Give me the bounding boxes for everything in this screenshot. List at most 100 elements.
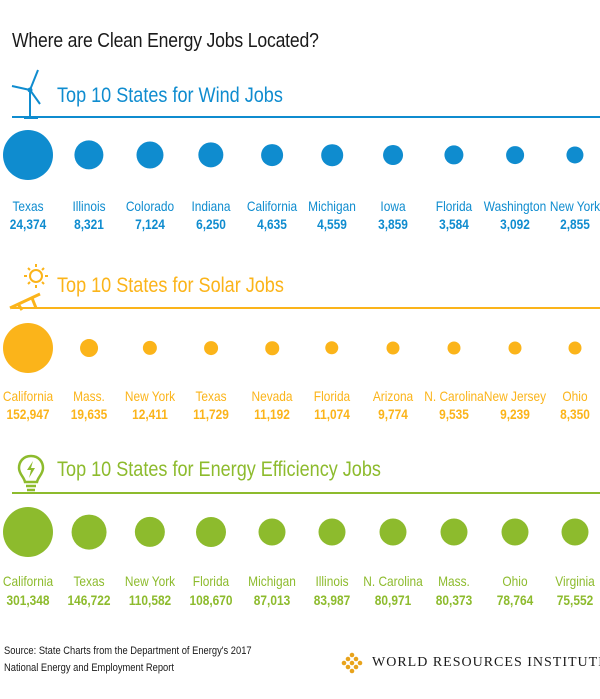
solar-bubble bbox=[80, 339, 98, 357]
efficiency-value-label: 80,373 bbox=[435, 592, 473, 608]
wind-bubble bbox=[198, 142, 224, 168]
efficiency-state-label: Illinois bbox=[315, 573, 349, 589]
solar-panel-icon bbox=[9, 264, 48, 311]
solar-bubble bbox=[325, 341, 339, 355]
efficiency-bubble bbox=[195, 516, 227, 548]
efficiency-value-label: 83,987 bbox=[313, 592, 351, 608]
efficiency-value-label: 87,013 bbox=[253, 592, 291, 608]
solar-value-label: 152,947 bbox=[6, 406, 50, 422]
solar-bubble bbox=[204, 341, 218, 355]
efficiency-value-label: 78,764 bbox=[496, 592, 534, 608]
wind-jobs-section: Top 10 States for Wind Jobs bbox=[0, 0, 600, 240]
solar-state-label: N. Carolina bbox=[424, 388, 484, 404]
wind-value-label: 8,321 bbox=[74, 216, 104, 232]
wind-bubble bbox=[383, 145, 403, 165]
efficiency-value-label: 146,722 bbox=[67, 592, 111, 608]
efficiency-value-label: 75,552 bbox=[556, 592, 594, 608]
efficiency-bubble bbox=[71, 514, 107, 550]
solar-value-label: 9,239 bbox=[500, 406, 530, 422]
wind-bubble bbox=[74, 140, 104, 170]
efficiency-value-label: 110,582 bbox=[128, 592, 172, 608]
efficiency-bubble bbox=[501, 518, 529, 546]
efficiency-state-label: Ohio bbox=[502, 573, 528, 589]
efficiency-value-label: 301,348 bbox=[6, 592, 50, 608]
efficiency-state-label: Michigan bbox=[248, 573, 296, 589]
wind-value-label: 6,250 bbox=[196, 216, 226, 232]
wind-value-label: 2,855 bbox=[560, 216, 590, 232]
efficiency-bubble bbox=[561, 518, 589, 546]
wind-state-label: New York bbox=[549, 198, 600, 214]
solar-state-label: New York bbox=[124, 388, 176, 404]
wind-state-label: Texas bbox=[12, 198, 44, 214]
efficiency-section-rule bbox=[12, 492, 600, 494]
solar-state-label: New Jersey bbox=[483, 388, 547, 404]
wind-section-rule bbox=[12, 116, 600, 118]
wind-state-label: Florida bbox=[435, 198, 473, 214]
solar-state-label: Arizona bbox=[372, 388, 414, 404]
wind-value-label: 4,559 bbox=[317, 216, 347, 232]
wind-state-label: Indiana bbox=[191, 198, 231, 214]
wind-state-label: Colorado bbox=[125, 198, 175, 214]
solar-bubble bbox=[3, 323, 53, 373]
wind-state-label: Iowa bbox=[380, 198, 406, 214]
wind-value-label: 3,859 bbox=[378, 216, 408, 232]
wind-bubble bbox=[566, 146, 584, 164]
efficiency-state-label: Mass. bbox=[438, 573, 470, 589]
wind-state-label: Michigan bbox=[308, 198, 356, 214]
lightbulb-icon bbox=[17, 454, 45, 492]
wind-bubble bbox=[321, 144, 343, 166]
efficiency-bubble bbox=[134, 516, 166, 548]
efficiency-bubble bbox=[440, 518, 468, 546]
solar-state-label: Florida bbox=[313, 388, 351, 404]
solar-value-label: 11,192 bbox=[254, 406, 290, 422]
solar-bubble bbox=[508, 341, 522, 355]
solar-value-label: 8,350 bbox=[560, 406, 590, 422]
efficiency-value-label: 108,670 bbox=[189, 592, 233, 608]
wind-value-label: 24,374 bbox=[9, 216, 47, 232]
wind-state-label: Illinois bbox=[72, 198, 106, 214]
efficiency-state-label: Texas bbox=[73, 573, 105, 589]
solar-bubble bbox=[386, 341, 400, 355]
wind-bubble bbox=[136, 141, 164, 169]
solar-bubble bbox=[265, 341, 279, 355]
solar-state-label: Nevada bbox=[251, 388, 293, 404]
solar-section-rule bbox=[12, 307, 600, 309]
wind-value-label: 4,635 bbox=[257, 216, 287, 232]
solar-bubble bbox=[568, 341, 582, 355]
efficiency-section-title: Top 10 States for Energy Efficiency Jobs bbox=[57, 458, 381, 481]
wind-value-label: 7,124 bbox=[135, 216, 165, 232]
source-line-2: National Energy and Employment Report bbox=[4, 662, 174, 674]
wind-bubble bbox=[3, 130, 53, 180]
solar-bubble bbox=[142, 340, 158, 356]
efficiency-state-label: California bbox=[2, 573, 54, 589]
efficiency-bubble bbox=[258, 518, 286, 546]
solar-value-label: 11,074 bbox=[314, 406, 350, 422]
wind-turbine-icon bbox=[11, 69, 41, 119]
source-note: Source: State Charts from the Department… bbox=[4, 643, 252, 677]
solar-state-label: Mass. bbox=[73, 388, 105, 404]
solar-state-label: Ohio bbox=[562, 388, 588, 404]
source-line-1: Source: State Charts from the Department… bbox=[4, 645, 252, 657]
efficiency-state-label: Florida bbox=[192, 573, 230, 589]
wind-state-label: Washington bbox=[483, 198, 547, 214]
efficiency-bubble bbox=[3, 507, 53, 557]
solar-value-label: 12,411 bbox=[132, 406, 168, 422]
solar-value-label: 19,635 bbox=[70, 406, 108, 422]
solar-bubble bbox=[447, 341, 461, 355]
efficiency-bubble bbox=[318, 518, 346, 546]
solar-value-label: 9,535 bbox=[439, 406, 469, 422]
wind-bubble bbox=[261, 144, 283, 166]
page-title: Where are Clean Energy Jobs Located? bbox=[12, 30, 319, 52]
efficiency-bubble bbox=[379, 518, 407, 546]
wind-state-label: California bbox=[246, 198, 298, 214]
solar-value-label: 9,774 bbox=[378, 406, 408, 422]
solar-value-label: 11,729 bbox=[193, 406, 229, 422]
solar-section-title: Top 10 States for Solar Jobs bbox=[57, 274, 284, 297]
wri-logo-icon bbox=[341, 652, 363, 674]
efficiency-state-label: New York bbox=[124, 573, 176, 589]
organization-name: WORLD RESOURCES INSTITUTE bbox=[372, 655, 600, 670]
solar-state-label: Texas bbox=[195, 388, 227, 404]
efficiency-value-label: 80,971 bbox=[374, 592, 412, 608]
solar-jobs-section: Top 10 States for Solar Jobs bbox=[9, 264, 600, 311]
wind-value-label: 3,092 bbox=[500, 216, 530, 232]
